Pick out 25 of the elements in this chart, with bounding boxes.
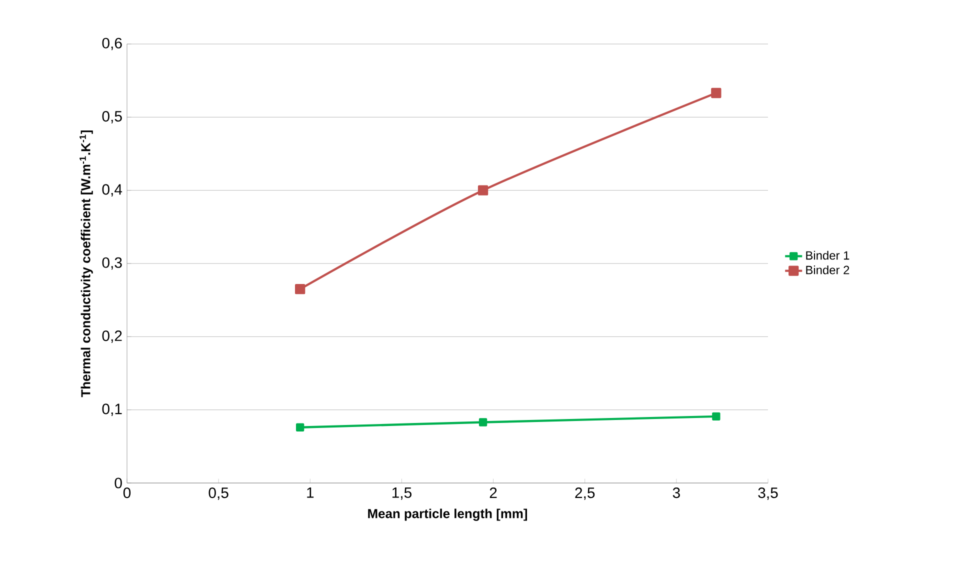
x-tick-label: 1,5 [392,488,412,500]
y-axis-title: Thermal conductivity coefficient [W.m$^{-1}$.K$^{-1}$] [80,130,93,398]
y-tick-label: 0,4 [102,184,122,196]
legend-label: Binder 1 [806,250,850,260]
x-tick-label: 2 [490,488,497,498]
x-tick-label: 1 [307,488,314,498]
y-tick-label: 0,2 [102,330,122,343]
legend-label: Binder 2 [806,265,850,274]
x-axis-title: Mean particle length [mm] [368,508,528,521]
x-tick-label: 3,5 [758,488,778,500]
x-tick-label: 2,5 [575,488,595,500]
y-tick-label: 0,1 [102,404,122,416]
x-tick-label: 3 [672,488,680,498]
point [478,185,488,196]
y-tick-label: 0 [114,478,122,488]
x-tick-label: 0,5 [208,488,228,500]
y-tick-label: 0,5 [102,110,122,124]
point [711,88,722,98]
point [712,412,720,420]
point [296,423,304,432]
y-tick-label: 0,6 [102,38,122,50]
point [294,284,306,294]
x-tick-label: 0 [123,488,131,498]
point [478,418,488,426]
y-tick-label: 0,3 [102,257,122,270]
